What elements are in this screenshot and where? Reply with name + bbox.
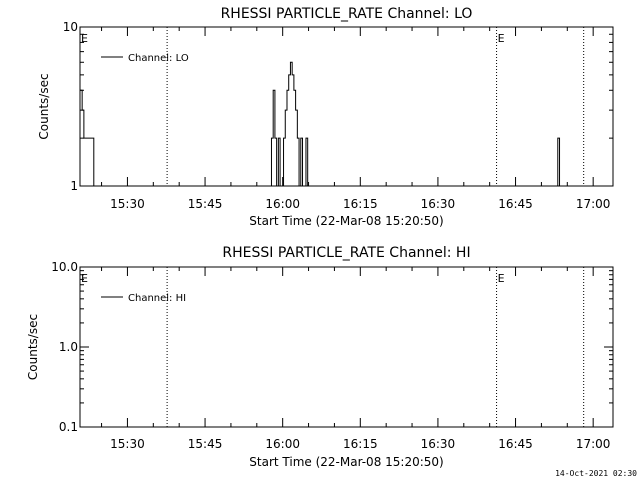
panel-2-x-tick-label: 16:45: [498, 437, 533, 451]
panel-2-x-tick-label: 16:00: [265, 437, 300, 451]
panel-2-title: RHESSI PARTICLE_RATE Channel: HI: [222, 245, 470, 261]
panel-2-x-tick-label: 16:30: [421, 437, 456, 451]
panel-1-y-axis-label: Counts/sec: [37, 73, 51, 139]
panel-2-x-tick-label: 15:45: [188, 437, 223, 451]
panel-2-x-tick-label: 16:15: [343, 437, 378, 451]
footer-timestamp: 14-Oct-2021 02:30: [555, 469, 637, 478]
panel-1-title: RHESSI PARTICLE_RATE Channel: LO: [221, 6, 473, 22]
panel-2-start-marker-label: E: [81, 272, 88, 285]
panel-2-x-axis-label: Start Time (22-Mar-08 15:20:50): [249, 455, 443, 469]
panel-2-y-axis-label: Counts/sec: [26, 314, 40, 380]
panel-2-x-tick-label: 15:30: [110, 437, 145, 451]
panel-2-marker-label: E: [498, 272, 505, 285]
panel-1-x-tick-label: 16:15: [343, 197, 378, 211]
panel-1-y-tick-label: 1: [70, 179, 78, 193]
panel-2-x-tick-label: 17:00: [576, 437, 611, 451]
panel-1-x-tick-label: 16:30: [421, 197, 456, 211]
panel-1-y-tick-label: 10: [63, 20, 78, 34]
panel-1-start-marker-label: E: [81, 32, 88, 45]
panel-1-x-tick-label: 15:45: [188, 197, 223, 211]
panel-1-marker-label: E: [498, 32, 505, 45]
panel-1-x-tick-label: 16:00: [265, 197, 300, 211]
panel-1-series-line: [80, 89, 96, 187]
panel-2-legend-label: Channel: HI: [128, 293, 186, 304]
panel-1-plot-frame: [79, 26, 614, 187]
panel-1-x-tick-label: 16:45: [498, 197, 533, 211]
panel-1-series-line: [554, 137, 563, 187]
panel-1-legend-label: Channel: LO: [128, 53, 189, 64]
panel-2-plot-frame: [79, 266, 614, 428]
panel-2-y-tick-label: 0.1: [59, 420, 78, 434]
panel-2-y-tick-label: 1.0: [59, 340, 78, 354]
panel-1-x-axis-label: Start Time (22-Mar-08 15:20:50): [249, 214, 443, 228]
panel-1-x-tick-label: 17:00: [576, 197, 611, 211]
panel-2-y-tick-label: 10.0: [51, 260, 78, 274]
panel-1-series-line: [269, 61, 315, 187]
panel-1-x-tick-label: 15:30: [110, 197, 145, 211]
